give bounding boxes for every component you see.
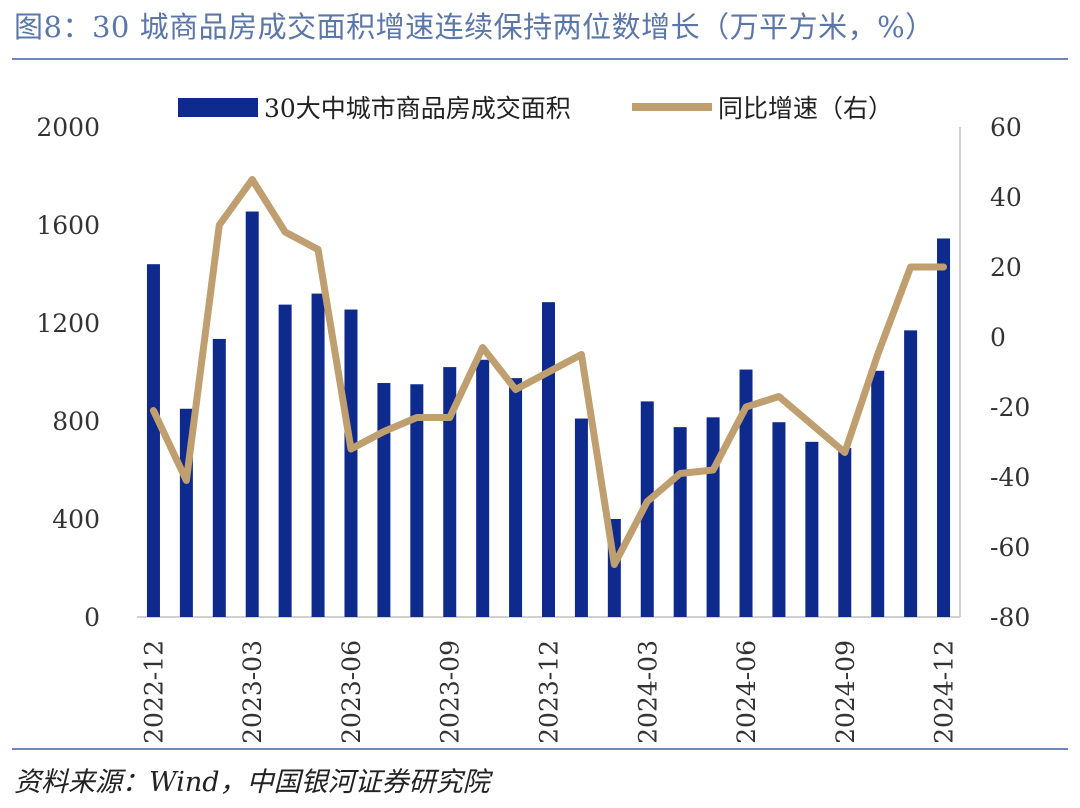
bar xyxy=(640,401,654,617)
right-tick-label: 20 xyxy=(990,253,1022,282)
left-tick-label: 800 xyxy=(52,407,100,436)
chart-title: 图8：30 城商品房成交面积增速连续保持两位数增长（万平方米，%） xyxy=(14,10,935,44)
bar xyxy=(542,302,555,617)
right-tick-label: 40 xyxy=(990,183,1022,212)
left-tick-label: 1600 xyxy=(36,211,100,240)
bar xyxy=(904,330,918,617)
legend: 30大中城市商品房成交面积 同比增速（右） xyxy=(178,94,893,123)
right-tick-label: -20 xyxy=(990,393,1030,422)
x-tick-label: 2023-03 xyxy=(238,640,267,744)
left-tick-label: 1200 xyxy=(36,309,100,338)
bar xyxy=(739,369,753,617)
left-tick-label: 400 xyxy=(52,505,100,534)
left-tick-label: 2000 xyxy=(36,113,100,142)
bar xyxy=(344,309,358,617)
bar xyxy=(772,422,786,617)
bar xyxy=(574,418,588,617)
x-tick-label: 2024-09 xyxy=(831,640,860,744)
source-divider xyxy=(12,748,1068,750)
bar xyxy=(871,370,885,617)
x-axis-ticks: 2022-12 2023-03 2023-06 2023-09 2023-12 2024-… xyxy=(139,640,958,744)
right-tick-label: 0 xyxy=(990,323,1006,352)
legend-line-label: 同比增速（右） xyxy=(718,94,893,123)
bar xyxy=(377,383,391,617)
x-tick-label: 2024-12 xyxy=(930,640,959,744)
bar xyxy=(706,417,720,617)
bar-series xyxy=(146,211,951,617)
x-tick-label: 2024-06 xyxy=(732,640,761,744)
bar xyxy=(443,367,457,617)
bar xyxy=(673,427,687,617)
x-tick-label: 2023-12 xyxy=(535,640,564,744)
line-series xyxy=(149,176,948,568)
bar xyxy=(245,211,259,617)
bar xyxy=(476,359,490,617)
left-tick-label: 0 xyxy=(84,603,100,632)
bar xyxy=(937,238,951,617)
right-tick-label: -80 xyxy=(990,603,1030,632)
bar xyxy=(311,293,325,617)
left-axis-ticks: 0 400 800 1200 1600 2000 xyxy=(36,113,100,632)
right-tick-label: 60 xyxy=(990,113,1022,142)
bar xyxy=(278,304,292,617)
x-tick-label: 2023-09 xyxy=(436,640,465,744)
bar xyxy=(509,378,523,617)
x-tick-label: 2022-12 xyxy=(139,640,168,744)
bar xyxy=(146,264,160,617)
title-divider xyxy=(12,58,1068,60)
legend-bar-swatch xyxy=(178,98,258,117)
right-tick-label: -40 xyxy=(990,463,1030,492)
bar xyxy=(805,441,819,617)
x-tick-label: 2024-03 xyxy=(633,640,662,744)
right-tick-label: -60 xyxy=(990,533,1030,562)
x-tick-label: 2023-06 xyxy=(337,640,366,744)
source-note: 资料来源：Wind，中国银河证券研究院 xyxy=(14,767,490,798)
bar xyxy=(838,447,852,617)
bar xyxy=(410,384,424,617)
bar xyxy=(212,338,226,617)
chart: 30大中城市商品房成交面积 同比增速（右） 040080012001600200… xyxy=(36,94,1030,744)
legend-bar-label: 30大中城市商品房成交面积 xyxy=(264,94,571,123)
right-axis-ticks: -80 -60 -40 -20 0 20 40 60 xyxy=(990,113,1030,632)
